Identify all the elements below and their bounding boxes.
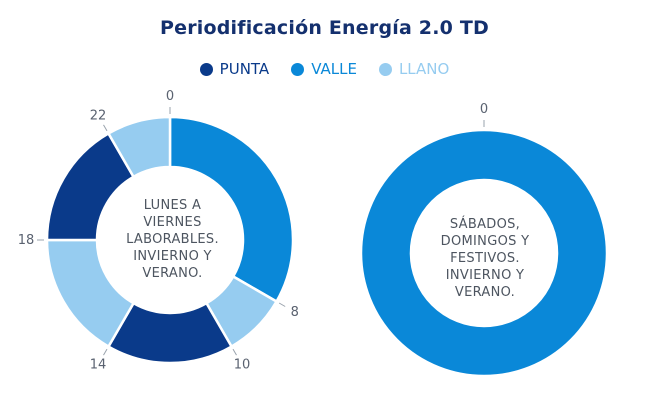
donut-slice-valle[interactable] (168, 115, 295, 304)
weekday-center-label: LUNES A VIERNES LABORABLES. INVIERNO Y VERAN… (110, 197, 235, 282)
center-label-line: VERANO. (142, 266, 203, 281)
tick-label: 0 (480, 102, 488, 117)
tick-label: 22 (90, 108, 107, 123)
tick-connector (103, 348, 108, 356)
tick-label: 8 (291, 305, 299, 320)
center-label-line: INVIERNO Y (445, 268, 525, 283)
legend-marker-valle (291, 62, 305, 76)
legend-marker-llano (378, 62, 392, 76)
tick-connector (278, 302, 286, 307)
tick-label: 10 (234, 358, 251, 373)
legend-marker-punta (199, 62, 213, 76)
donut-slice-valle[interactable] (359, 128, 609, 378)
tick-label: 14 (90, 358, 107, 373)
legend-item-punta[interactable]: PUNTA (199, 60, 270, 78)
center-label-line: LABORABLES. (126, 232, 219, 247)
legend-item-llano[interactable]: LLANO (378, 60, 450, 78)
legend: PUNTA VALLE LLANO (0, 60, 649, 78)
center-label-line: SÁBADOS, (449, 217, 521, 232)
center-label-line: DOMINGOS Y (440, 234, 530, 249)
legend-label-llano: LLANO (398, 60, 450, 78)
weekend-center-label: SÁBADOS, DOMINGOS Y FESTIVOS. INVIERNO Y VER… (425, 216, 545, 301)
tick-label: 18 (18, 233, 35, 248)
donut-slice-llano[interactable] (106, 115, 172, 179)
center-label-line: VERANO. (454, 285, 516, 300)
center-label-line: LUNES A (143, 198, 202, 213)
tick-connector (103, 124, 108, 132)
legend-label-punta: PUNTA (219, 60, 270, 78)
chart-title: Periodificación Energía 2.0 TD (159, 17, 489, 39)
legend-label-valle: VALLE (311, 60, 357, 78)
center-label-line: VIERNES (143, 215, 202, 230)
tick-connector (232, 348, 237, 356)
center-label-line: INVIERNO Y (133, 249, 212, 264)
tick-label: 0 (166, 89, 174, 104)
legend-item-valle[interactable]: VALLE (291, 60, 357, 78)
center-label-line: FESTIVOS. (450, 251, 520, 266)
